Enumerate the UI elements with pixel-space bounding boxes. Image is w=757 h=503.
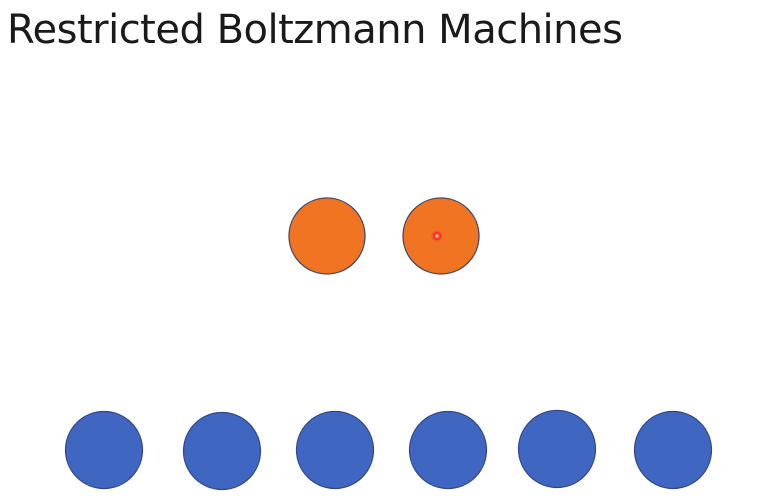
visible-unit-2: [182, 411, 262, 491]
visible-unit-3: [295, 410, 375, 490]
laser-pointer-icon: [431, 230, 443, 242]
visible-unit-6: [633, 410, 713, 490]
visible-unit-1: [64, 410, 144, 490]
visible-layer: [64, 409, 713, 491]
hidden-unit-1: [288, 197, 366, 275]
slide-title: Restricted Boltzmann Machines: [7, 7, 623, 53]
visible-unit-5: [517, 409, 597, 489]
visible-unit-4: [408, 410, 488, 490]
hidden-layer: [288, 197, 480, 275]
